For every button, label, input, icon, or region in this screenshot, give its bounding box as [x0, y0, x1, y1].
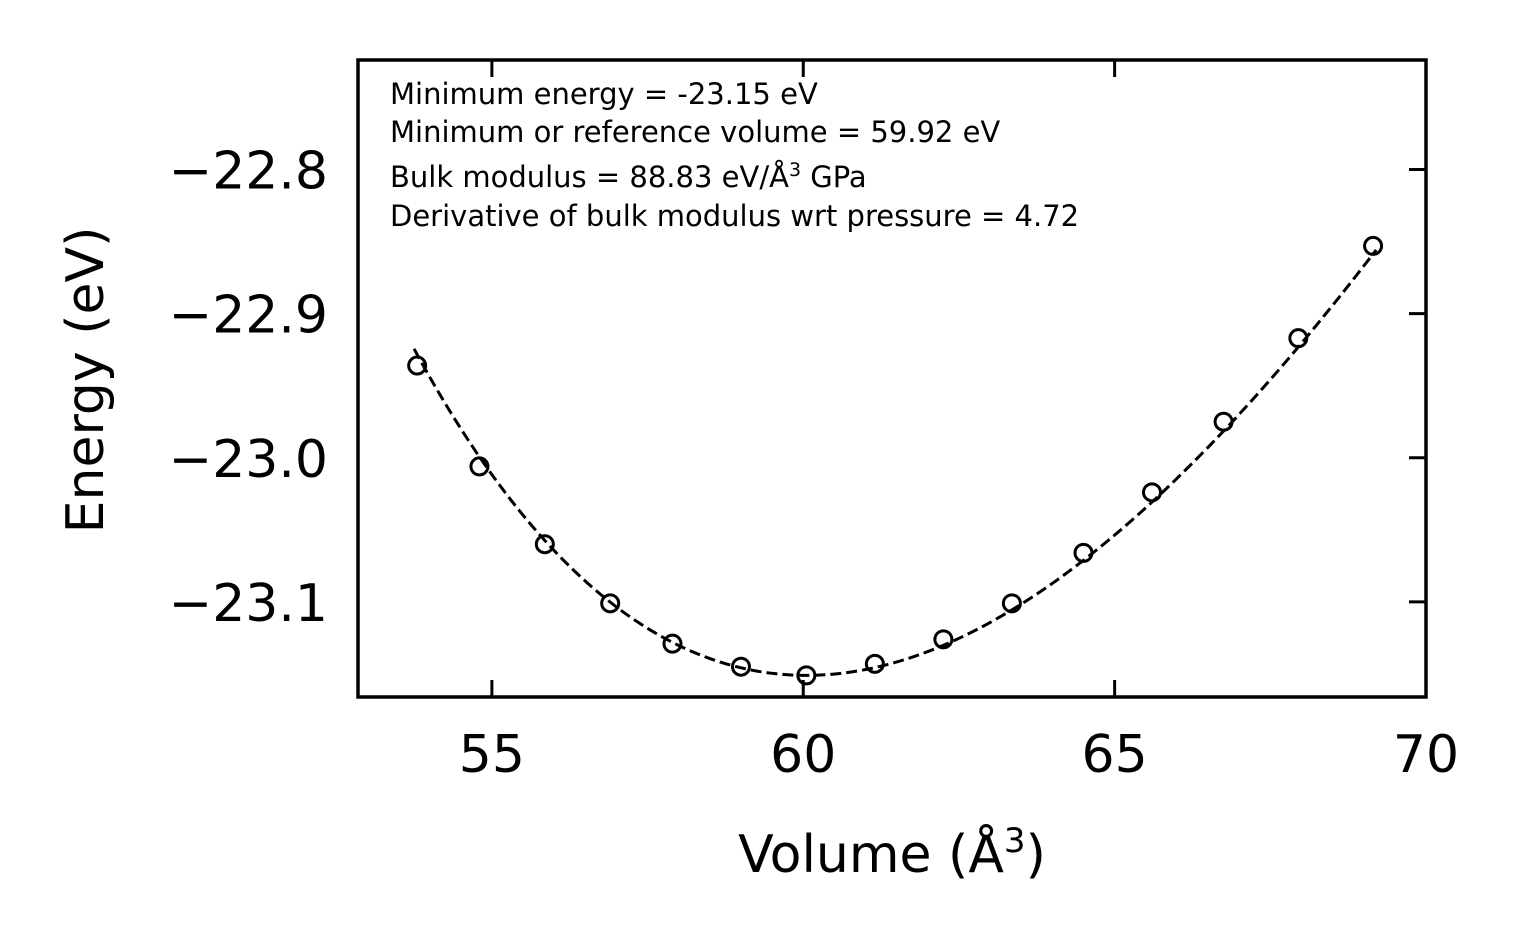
plot-frame — [356, 58, 1428, 699]
x-tick-label: 65 — [1082, 725, 1148, 785]
data-point — [534, 534, 555, 555]
data-point — [1363, 235, 1384, 256]
axis-ticks: 55 60 65 70 −22.8 −22.9 −23.0 −23.1 — [169, 60, 1459, 785]
data-point — [469, 456, 490, 477]
data-point — [933, 629, 954, 650]
annotation-line: Minimum or reference volume = 59.92 eV — [390, 115, 1000, 149]
fit-curve-dashed-line — [412, 248, 1378, 677]
data-point — [600, 593, 621, 614]
x-tick-label: 60 — [770, 725, 836, 785]
data-point — [662, 633, 683, 654]
data-points — [407, 235, 1384, 686]
fit-layer — [412, 248, 1378, 677]
annotation-line: Minimum energy = -23.15 eV — [390, 77, 818, 111]
annotation-box: Minimum energy = -23.15 eV Minimum or ref… — [390, 77, 1079, 233]
y-axis-title: Energy (eV) — [56, 227, 116, 534]
x-tick-label: 70 — [1393, 725, 1459, 785]
y-tick-label: −23.0 — [169, 430, 328, 490]
data-point — [1001, 593, 1022, 614]
data-point — [864, 653, 885, 674]
data-point — [730, 656, 751, 677]
data-point — [1288, 328, 1309, 349]
data-point — [796, 665, 817, 686]
data-point — [1073, 542, 1094, 563]
y-tick-label: −23.1 — [169, 574, 328, 634]
data-point — [1213, 411, 1234, 432]
data-point — [1141, 482, 1162, 503]
y-tick-label: −22.9 — [169, 286, 328, 346]
x-tick-label: 55 — [459, 725, 525, 785]
x-axis-title: Volume (Å3) — [738, 821, 1046, 885]
annotation-line: Derivative of bulk modulus wrt pressure … — [390, 199, 1079, 233]
data-point — [407, 355, 428, 376]
annotation-line: Bulk modulus = 88.83 eV/Å3 GPa — [390, 159, 867, 194]
y-tick-label: −22.8 — [169, 142, 328, 202]
